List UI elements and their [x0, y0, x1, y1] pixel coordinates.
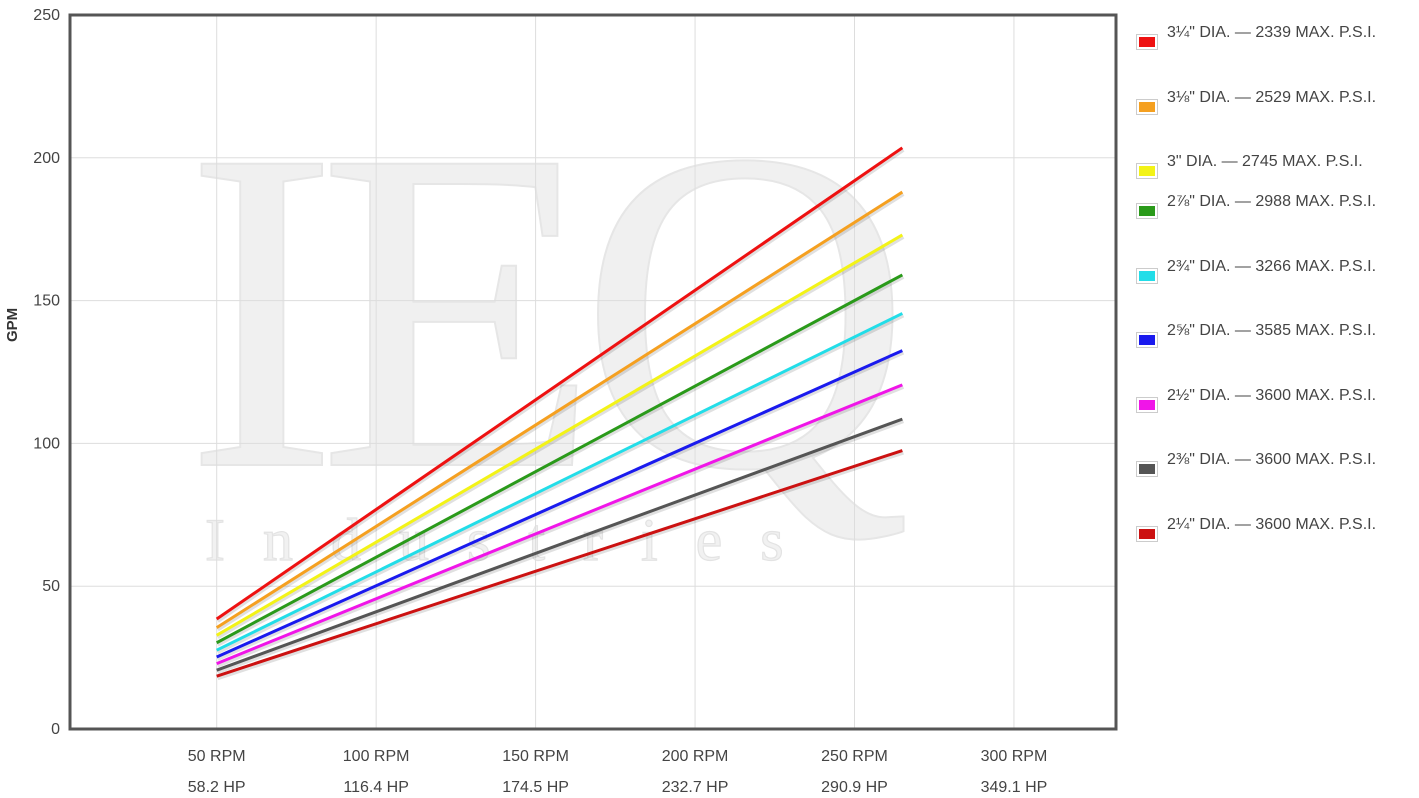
legend-swatch: [1136, 396, 1158, 413]
legend-swatch-color: [1139, 270, 1155, 281]
series-shadow: [217, 450, 904, 681]
x-tick-label-hp: 116.4 HP: [343, 779, 409, 796]
legend-swatch: [1136, 203, 1158, 219]
legend-swatch-color: [1139, 335, 1155, 345]
y-axis-ticks: 0 50 100 150 200 250: [33, 7, 60, 738]
legend-swatch: [1136, 34, 1158, 50]
legend-item: 2⅞" DIA. — 2988 MAX. P.S.I.: [1136, 183, 1416, 248]
legend-swatch-color: [1139, 166, 1155, 176]
series-line-9: [216, 449, 903, 678]
series-shadow: [216, 235, 905, 640]
legend-item: 3⅛" DIA. — 2529 MAX. P.S.I.: [1136, 79, 1416, 144]
x-tick-label-rpm: 50 RPM: [188, 748, 246, 765]
legend-label: 2⅜" DIA. — 3600 MAX. P.S.I.: [1167, 451, 1377, 468]
series-lines: [215, 146, 905, 681]
legend-item: 3¼" DIA. — 2339 MAX. P.S.I.: [1136, 14, 1416, 79]
series-shadow: [217, 419, 905, 675]
legend-swatch-color: [1139, 399, 1155, 410]
x-tick-label-rpm: 250 RPM: [821, 748, 888, 765]
series-shadow: [216, 313, 905, 654]
legend-swatch-color: [1139, 101, 1155, 112]
legend-label: 3¼" DIA. — 2339 MAX. P.S.I.: [1167, 24, 1377, 41]
legend-label: 2¾" DIA. — 3266 MAX. P.S.I.: [1167, 257, 1377, 275]
series-line-5: [216, 312, 903, 652]
x-tick-label-rpm: 100 RPM: [343, 748, 410, 765]
y-tick-label: 0: [51, 721, 60, 738]
legend-swatch: [1136, 525, 1158, 542]
legend-label: 3⅛" DIA. — 2529 MAX. P.S.I.: [1167, 88, 1377, 106]
x-tick-label-hp: 174.5 HP: [502, 779, 569, 796]
x-tick-label-hp: 58.2 HP: [188, 779, 246, 796]
legend-swatch-color: [1139, 528, 1155, 539]
legend-label: 2¼" DIA. — 3600 MAX. P.S.I.: [1167, 515, 1377, 533]
y-axis-label: GPM: [4, 307, 21, 342]
series-line-3: [215, 233, 904, 637]
x-tick-label-rpm: 300 RPM: [981, 748, 1048, 765]
legend-item: 2⅜" DIA. — 3600 MAX. P.S.I.: [1136, 441, 1416, 506]
series-shadow: [216, 275, 905, 647]
legend-item: 2¾" DIA. — 3266 MAX. P.S.I.: [1136, 248, 1416, 313]
y-tick-label: 200: [33, 150, 60, 167]
legend-item: 3" DIA. — 2745 MAX. P.S.I.: [1136, 143, 1416, 183]
y-tick-label: 150: [33, 293, 60, 310]
legend-swatch: [1136, 98, 1158, 115]
legend-item: 2½" DIA. — 3600 MAX. P.S.I.: [1136, 377, 1416, 442]
x-tick-label-rpm: 200 RPM: [662, 748, 729, 765]
x-tick-label-rpm: 150 RPM: [502, 748, 569, 765]
legend-swatch-color: [1139, 464, 1155, 474]
legend-swatch-color: [1139, 37, 1155, 47]
x-tick-label-hp: 232.7 HP: [662, 779, 729, 796]
legend-swatch: [1136, 163, 1158, 179]
legend-swatch: [1136, 461, 1158, 477]
series-shadow: [216, 192, 905, 632]
legend-item: 2⅝" DIA. — 3585 MAX. P.S.I.: [1136, 312, 1416, 377]
watermark-logo: IEQ Industries: [184, 54, 931, 574]
svg-text:IEQ: IEQ: [185, 55, 910, 565]
legend-label: 2½" DIA. — 3600 MAX. P.S.I.: [1167, 386, 1377, 404]
legend-swatch-color: [1139, 206, 1155, 216]
y-tick-label: 50: [42, 578, 60, 595]
series-line-8: [216, 417, 903, 672]
series-line-2: [215, 190, 904, 629]
legend-label: 3" DIA. — 2745 MAX. P.S.I.: [1167, 153, 1363, 170]
legend: 3¼" DIA. — 2339 MAX. P.S.I. 3⅛" DIA. — 25…: [1136, 14, 1416, 570]
x-tick-label-hp: 349.1 HP: [981, 779, 1048, 796]
series-shadow: [216, 148, 905, 623]
y-axis-label-box: GPM: [4, 307, 24, 342]
plot-frame: [68, 13, 1118, 731]
x-tick-label-hp: 290.9 HP: [821, 779, 888, 796]
series-shadow: [216, 384, 905, 668]
legend-swatch: [1136, 267, 1158, 284]
series-line-6: [216, 349, 903, 659]
legend-label: 2⅞" DIA. — 2988 MAX. P.S.I.: [1167, 193, 1377, 210]
legend-swatch: [1136, 332, 1158, 348]
y-tick-label: 250: [33, 7, 60, 24]
legend-label: 2⅝" DIA. — 3585 MAX. P.S.I.: [1167, 322, 1377, 339]
y-tick-label: 100: [33, 435, 60, 452]
series-shadow: [216, 350, 905, 661]
series-line-7: [216, 383, 903, 665]
x-axis-ticks: 50 RPM 58.2 HP 100 RPM 116.4 HP 150 RPM 174.5…: [188, 748, 1048, 796]
legend-item: 2¼" DIA. — 3600 MAX. P.S.I.: [1136, 506, 1416, 571]
series-line-1: [215, 146, 904, 621]
series-line-4: [215, 273, 904, 645]
